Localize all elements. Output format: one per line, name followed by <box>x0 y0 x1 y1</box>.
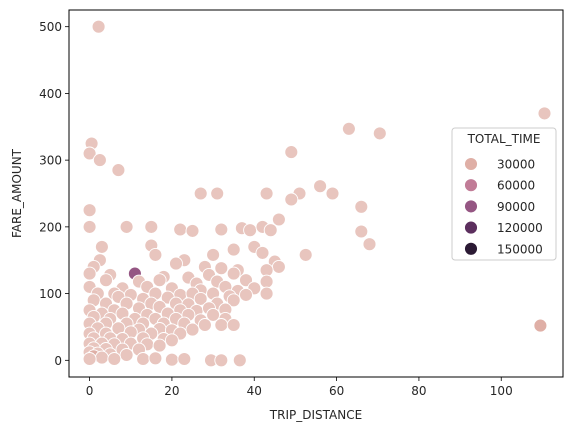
data-point <box>82 146 97 161</box>
plot-frame <box>68 9 564 378</box>
data-point <box>533 318 548 333</box>
data-point <box>173 222 188 237</box>
data-point <box>164 333 179 348</box>
data-point <box>144 219 159 234</box>
legend-label: 120000 <box>497 221 543 235</box>
data-point <box>259 186 274 201</box>
data-point <box>239 287 253 302</box>
data-point <box>119 348 134 362</box>
data-point <box>362 237 377 252</box>
y-tick-label: 400 <box>39 87 62 101</box>
legend-label: 90000 <box>497 200 535 214</box>
data-point <box>226 318 241 332</box>
data-point <box>99 273 113 288</box>
legend-marker <box>464 220 478 235</box>
legend-label: 30000 <box>497 158 535 172</box>
data-point <box>214 261 229 276</box>
x-tick-label: 80 <box>411 384 426 398</box>
data-point <box>354 199 369 214</box>
data-point <box>177 352 192 366</box>
data-point <box>284 192 299 207</box>
data-point <box>239 273 253 288</box>
legend-marker <box>464 178 478 193</box>
data-point <box>193 186 208 201</box>
data-point <box>284 145 299 160</box>
data-point <box>271 212 286 227</box>
data-point <box>82 266 97 281</box>
y-axis: 0 100 200 300 400 500 <box>39 20 69 368</box>
data-point <box>91 19 106 34</box>
data-point <box>82 219 97 234</box>
data-point <box>197 318 212 332</box>
data-point <box>152 338 167 353</box>
x-tick-label: 60 <box>329 384 344 398</box>
data-point <box>148 351 163 366</box>
data-point <box>111 163 126 178</box>
data-point <box>119 219 134 234</box>
data-point <box>148 247 163 262</box>
data-point <box>136 352 151 366</box>
x-tick-label: 0 <box>86 384 94 398</box>
data-point <box>226 242 241 257</box>
x-axis-label: TRIP_DISTANCE <box>269 408 362 422</box>
y-tick-label: 200 <box>39 220 62 234</box>
data-point <box>255 245 270 260</box>
legend-entries: 30000 60000 90000 120000 150000 <box>464 157 543 256</box>
data-point <box>226 266 241 281</box>
data-point <box>206 247 221 262</box>
x-tick-label: 100 <box>490 384 513 398</box>
data-point <box>92 153 107 168</box>
data-point <box>271 259 286 274</box>
data-point <box>214 222 229 237</box>
data-point <box>206 307 221 322</box>
data-point <box>214 353 229 368</box>
data-point <box>325 186 340 201</box>
data-point <box>94 350 109 365</box>
data-point <box>259 274 274 289</box>
data-point <box>354 224 369 239</box>
data-point <box>107 352 122 366</box>
data-point <box>372 126 387 141</box>
legend-label: 60000 <box>497 179 535 193</box>
data-point <box>164 352 179 367</box>
legend-title: TOTAL_TIME <box>467 132 541 146</box>
data-point <box>82 352 97 366</box>
data-point <box>94 239 109 254</box>
legend-label: 150000 <box>497 242 543 256</box>
y-tick-label: 300 <box>39 154 62 168</box>
legend-frame <box>451 127 557 261</box>
data-point <box>298 247 313 262</box>
legend-marker <box>464 199 478 214</box>
data-point <box>82 203 97 218</box>
data-point <box>152 273 167 288</box>
legend: TOTAL_TIME 30000 60000 90000 120000 150000 <box>451 127 557 261</box>
data-point <box>259 286 274 301</box>
data-point <box>341 121 356 136</box>
data-point <box>169 256 183 271</box>
data-point <box>537 106 552 121</box>
y-tick-label: 0 <box>54 354 62 368</box>
data-point <box>210 186 225 201</box>
data-point <box>185 223 200 238</box>
y-tick-label: 500 <box>39 20 62 34</box>
data-point <box>214 318 229 332</box>
y-tick-label: 100 <box>39 287 62 301</box>
data-point <box>232 353 247 368</box>
x-tick-label: 40 <box>247 384 262 398</box>
data-point <box>263 223 278 238</box>
legend-marker <box>464 157 478 171</box>
x-tick-label: 20 <box>164 384 179 398</box>
data-point <box>226 293 241 308</box>
data-point <box>185 322 200 337</box>
points-layer <box>82 19 552 368</box>
legend-marker <box>464 241 478 256</box>
y-axis-label: FARE_AMOUNT <box>10 148 24 238</box>
x-axis: 0 20 40 60 80 100 <box>86 377 513 398</box>
data-point <box>313 179 328 194</box>
data-point <box>243 223 258 238</box>
